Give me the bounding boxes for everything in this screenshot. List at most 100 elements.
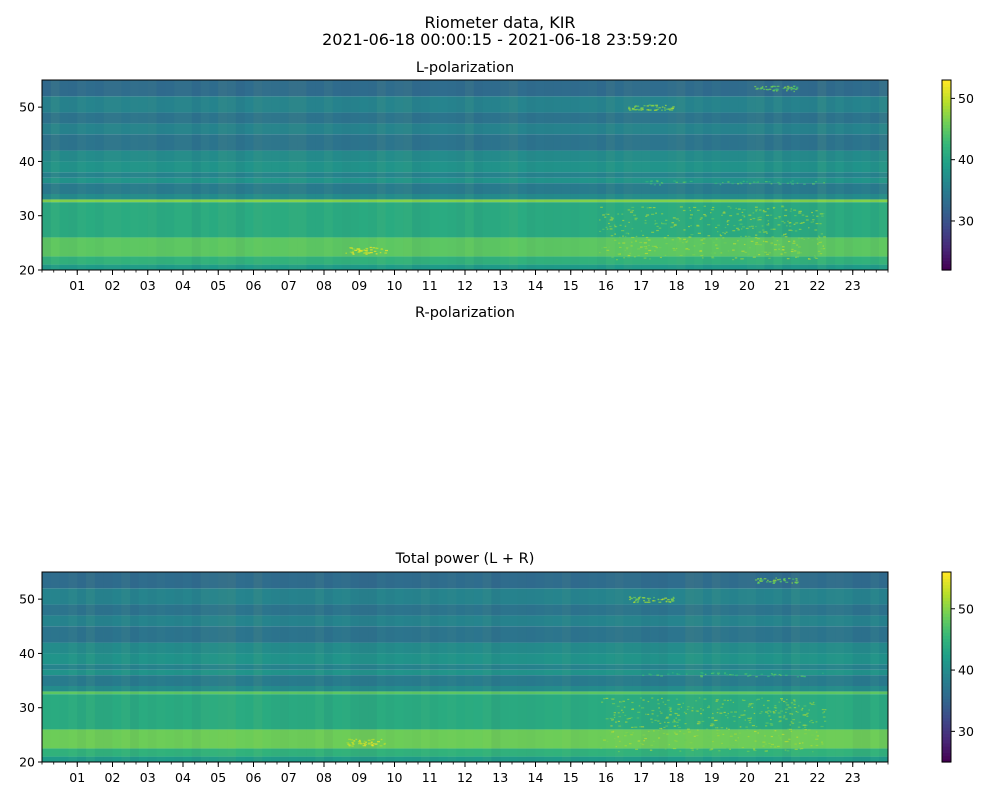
heat-texture	[562, 572, 571, 762]
heat-feature	[672, 106, 675, 108]
heat-texture	[862, 80, 871, 270]
heat-speckle	[672, 247, 676, 250]
heat-speckle	[670, 226, 673, 228]
colorbar-step	[942, 238, 951, 243]
heat-texture	[536, 572, 545, 762]
heat-feature	[771, 674, 774, 676]
heat-speckle	[770, 244, 773, 246]
colorbar-step	[942, 701, 951, 706]
heat-speckle	[738, 716, 741, 718]
heat-speckle	[785, 233, 787, 235]
heat-speckle	[617, 712, 620, 714]
heat-speckle	[697, 232, 701, 234]
x-tick-label: 05	[210, 770, 226, 785]
heat-texture	[491, 80, 500, 270]
colorbar-step	[942, 260, 951, 265]
heat-feature	[737, 183, 740, 185]
heat-speckle	[696, 225, 700, 227]
heat-speckle	[748, 226, 751, 228]
heat-texture	[615, 572, 624, 762]
heat-speckle	[685, 241, 688, 243]
heat-speckle	[626, 254, 629, 256]
heat-speckle	[712, 206, 715, 209]
heat-feature	[775, 90, 778, 92]
heat-texture	[518, 572, 527, 762]
heat-speckle	[634, 217, 638, 219]
heat-texture	[456, 572, 465, 762]
heat-feature	[769, 581, 772, 583]
heat-feature	[634, 599, 637, 601]
colorbar-step	[942, 695, 951, 700]
heat-speckle	[711, 218, 715, 220]
heat-speckle	[603, 246, 607, 249]
heat-feature	[641, 108, 644, 111]
heat-speckle	[793, 707, 797, 709]
colorbar-frame	[941, 79, 952, 271]
heat-speckle	[740, 235, 742, 238]
heat-speckle	[687, 706, 690, 708]
heat-feature	[731, 674, 734, 676]
heat-speckle	[821, 708, 825, 711]
heat-speckle	[612, 730, 615, 732]
heat-band	[42, 96, 888, 113]
heat-speckle	[609, 717, 613, 720]
heat-speckle	[815, 738, 819, 740]
heat-speckle	[769, 711, 772, 713]
heat-speckle	[711, 257, 715, 259]
heat-speckle	[816, 238, 819, 240]
heat-speckle	[618, 236, 621, 238]
heat-texture	[809, 572, 818, 762]
heat-speckle	[824, 720, 827, 722]
heat-texture	[809, 80, 818, 270]
heat-band	[42, 572, 888, 589]
heat-feature	[367, 252, 371, 254]
heat-speckle	[619, 701, 621, 703]
heat-speckle	[600, 729, 603, 731]
heat-texture	[289, 80, 298, 270]
heat-speckle	[606, 249, 610, 251]
heat-speckle	[763, 211, 767, 213]
heat-speckle	[730, 711, 733, 713]
heat-speckle	[716, 727, 719, 729]
heat-speckle	[789, 743, 792, 745]
heat-speckle	[798, 721, 802, 723]
heat-speckle	[780, 739, 783, 741]
colorbar-step	[942, 225, 951, 230]
heat-speckle	[723, 211, 726, 213]
colorbar-step	[942, 638, 951, 643]
colorbar-tick-label: 50	[958, 91, 974, 106]
heat-feature	[796, 581, 799, 583]
heat-speckle	[815, 257, 818, 259]
heat-speckle	[777, 224, 781, 226]
colorbar-step	[942, 89, 951, 94]
heat-texture	[183, 572, 192, 762]
colorbar-step	[942, 127, 951, 132]
heat-feature	[653, 184, 656, 186]
heat-speckle	[614, 737, 616, 740]
heat-speckle	[764, 735, 766, 737]
heat-speckle	[732, 249, 735, 251]
colorbar-step	[942, 108, 951, 113]
colorbar-step	[942, 168, 951, 173]
x-tick-label: 02	[105, 770, 121, 785]
heat-speckle	[739, 219, 743, 221]
heat-feature	[364, 249, 367, 252]
heat-speckle	[718, 750, 721, 752]
heat-feature	[347, 743, 350, 745]
heat-speckle	[599, 219, 601, 221]
figure-title: Riometer data, KIR	[424, 13, 575, 32]
heat-feature	[362, 744, 364, 747]
heat-speckle	[732, 701, 735, 704]
heat-texture	[465, 572, 474, 762]
heat-speckle	[776, 745, 780, 748]
heat-speckle	[737, 737, 739, 739]
heat-feature	[669, 109, 672, 111]
heat-speckle	[610, 725, 613, 727]
colorbar-step	[942, 651, 951, 655]
heat-speckle	[755, 208, 759, 211]
heat-feature	[648, 673, 651, 675]
heat-speckle	[774, 730, 777, 732]
heat-speckle	[637, 711, 641, 713]
x-tick-label: 17	[633, 278, 649, 293]
